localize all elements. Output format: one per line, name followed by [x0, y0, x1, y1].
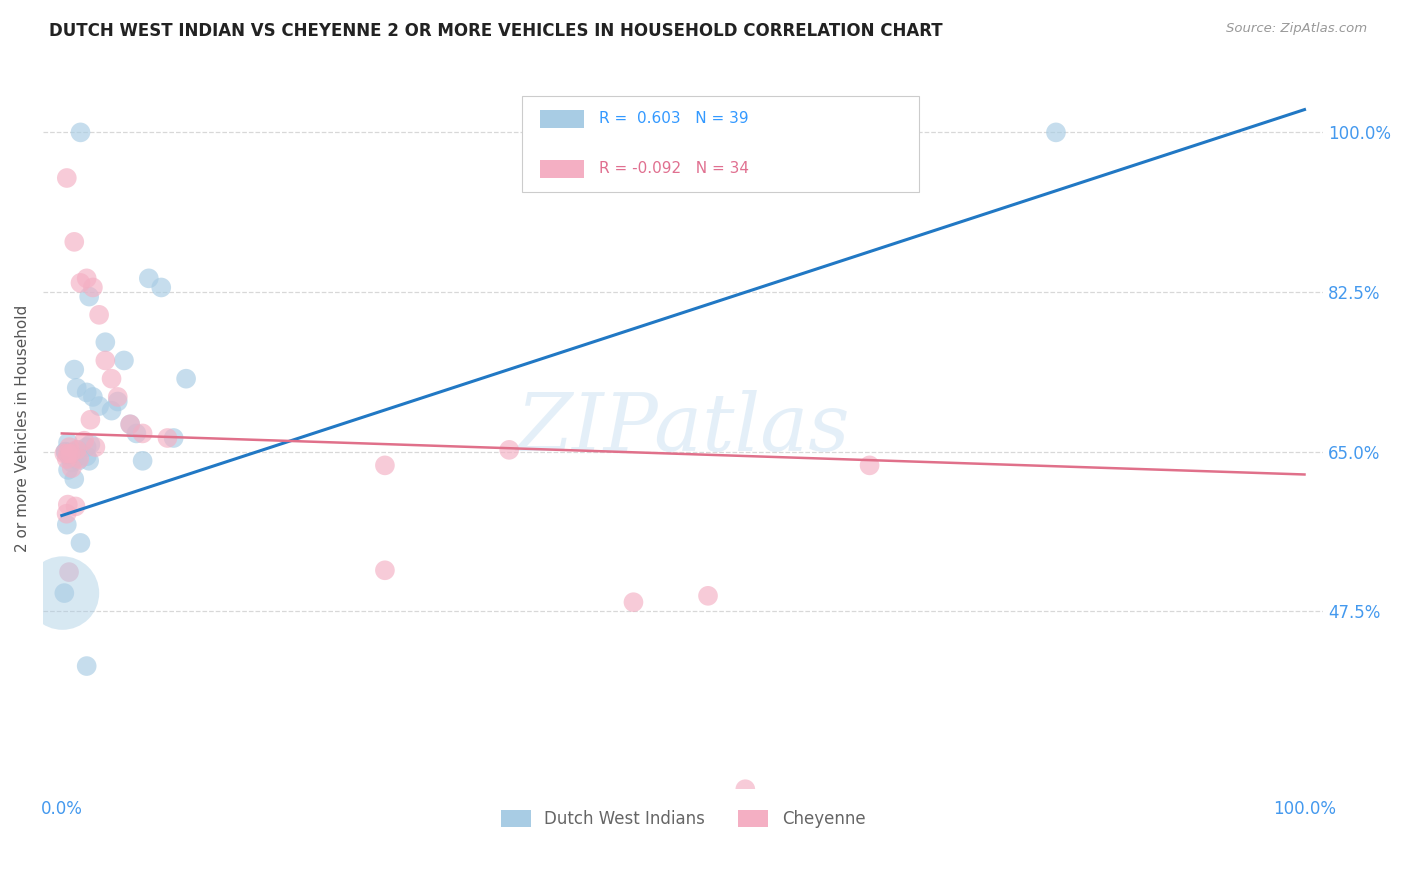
Text: Source: ZipAtlas.com: Source: ZipAtlas.com	[1226, 22, 1367, 36]
Point	[56, 452, 79, 467]
Point	[1045, 125, 1067, 139]
Point	[84, 440, 107, 454]
Point	[60, 461, 83, 475]
Point	[697, 589, 720, 603]
Bar	[540, 160, 583, 178]
Point	[112, 353, 135, 368]
Point	[125, 426, 148, 441]
Point	[56, 517, 79, 532]
Point	[120, 417, 142, 432]
Point	[498, 442, 520, 457]
FancyBboxPatch shape	[522, 95, 920, 192]
Point	[63, 235, 86, 249]
Point	[76, 271, 98, 285]
Point	[66, 381, 89, 395]
Point	[174, 372, 197, 386]
Point	[76, 385, 98, 400]
Point	[163, 431, 186, 445]
Point	[67, 452, 90, 467]
Point	[60, 456, 83, 470]
Point	[107, 394, 129, 409]
Legend: Dutch West Indians, Cheyenne: Dutch West Indians, Cheyenne	[495, 804, 872, 835]
Point	[66, 454, 89, 468]
Point	[82, 280, 104, 294]
Text: ZIPatlas: ZIPatlas	[516, 390, 849, 467]
Point	[55, 507, 77, 521]
Point	[87, 399, 110, 413]
Point	[56, 171, 79, 186]
Point	[59, 446, 82, 460]
Text: R =  0.603   N = 39: R = 0.603 N = 39	[599, 112, 748, 126]
Point	[65, 500, 87, 514]
Point	[58, 449, 80, 463]
Point	[73, 434, 96, 448]
Point	[156, 431, 179, 445]
Point	[69, 125, 91, 139]
Point	[76, 440, 98, 454]
Point	[51, 586, 73, 600]
Point	[69, 276, 91, 290]
Point	[58, 440, 80, 454]
Point	[56, 435, 79, 450]
Point	[858, 458, 880, 473]
Point	[63, 362, 86, 376]
Text: DUTCH WEST INDIAN VS CHEYENNE 2 OR MORE VEHICLES IN HOUSEHOLD CORRELATION CHART: DUTCH WEST INDIAN VS CHEYENNE 2 OR MORE …	[49, 22, 943, 40]
Point	[79, 413, 101, 427]
Point	[63, 444, 86, 458]
Point	[63, 472, 86, 486]
Point	[66, 442, 89, 457]
Point	[76, 659, 98, 673]
Point	[56, 498, 79, 512]
Point	[63, 452, 86, 467]
Point	[87, 308, 110, 322]
Point	[59, 446, 82, 460]
Point	[94, 353, 117, 368]
Y-axis label: 2 or more Vehicles in Household: 2 or more Vehicles in Household	[15, 305, 30, 552]
Point	[131, 454, 153, 468]
Point	[69, 536, 91, 550]
Point	[374, 563, 396, 577]
Point	[623, 595, 645, 609]
Point	[107, 390, 129, 404]
Point	[66, 442, 89, 457]
Point	[138, 271, 160, 285]
Bar	[540, 110, 583, 128]
Point	[131, 426, 153, 441]
Point	[120, 417, 142, 432]
Point	[734, 782, 756, 797]
Point	[77, 289, 100, 303]
Point	[94, 335, 117, 350]
Point	[56, 463, 79, 477]
Point	[82, 390, 104, 404]
Point	[77, 454, 100, 468]
Point	[374, 458, 396, 473]
Point	[55, 444, 77, 458]
Point	[58, 565, 80, 579]
Point	[79, 437, 101, 451]
Point	[56, 446, 79, 460]
Point	[76, 449, 98, 463]
Point	[150, 280, 173, 294]
Point	[100, 372, 122, 386]
Point	[100, 403, 122, 417]
Text: R = -0.092   N = 34: R = -0.092 N = 34	[599, 161, 748, 177]
Point	[55, 444, 77, 458]
Point	[53, 446, 76, 460]
Point	[53, 586, 76, 600]
